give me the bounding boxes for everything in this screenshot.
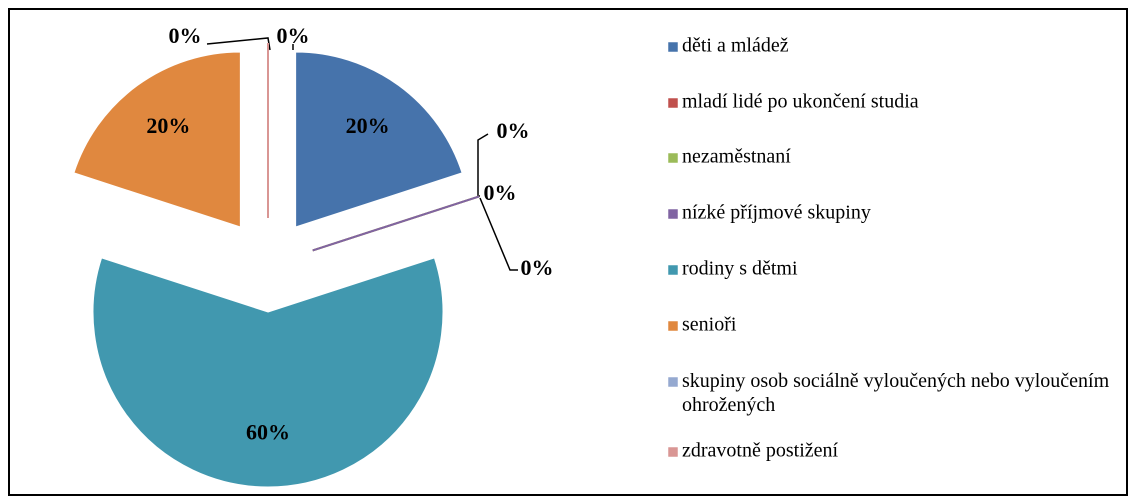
legend-swatch <box>667 376 679 388</box>
pie-slice <box>73 51 241 228</box>
data-label: 0% <box>484 180 517 205</box>
leader-line <box>206 37 271 51</box>
data-label: 0% <box>521 255 554 280</box>
pie-slice <box>312 195 480 252</box>
legend-swatch <box>667 152 679 164</box>
legend-swatch <box>667 264 679 276</box>
leader-line <box>477 133 489 196</box>
data-label: 0% <box>277 23 310 48</box>
pie-slice <box>295 51 463 228</box>
pie-slice <box>92 257 444 488</box>
legend-label: nezaměstnaní <box>682 146 791 168</box>
legend-swatch <box>667 41 679 53</box>
data-label: 20% <box>146 113 190 138</box>
data-label: 20% <box>346 113 390 138</box>
leader-lines <box>206 37 518 271</box>
legend-label: rodiny s dětmi <box>682 258 798 280</box>
legend-label: děti a mládež <box>682 35 789 57</box>
legend-swatch <box>667 320 679 332</box>
legend-label: skupiny osob sociálně vyloučených nebo v… <box>682 370 1110 416</box>
leader-line <box>479 197 518 271</box>
legend-label: senioři <box>682 314 737 336</box>
legend-swatch <box>667 208 679 220</box>
legend-label: mladí lidé po ukončení studia <box>682 91 919 113</box>
data-label: 60% <box>246 420 290 445</box>
legend-swatch <box>667 446 679 458</box>
legend-label: zdravotně postižení <box>682 440 838 462</box>
legend-swatch <box>667 97 679 109</box>
legend-label: nízké příjmové skupiny <box>682 202 871 224</box>
data-label: 0% <box>169 23 202 48</box>
data-label: 0% <box>497 118 530 143</box>
